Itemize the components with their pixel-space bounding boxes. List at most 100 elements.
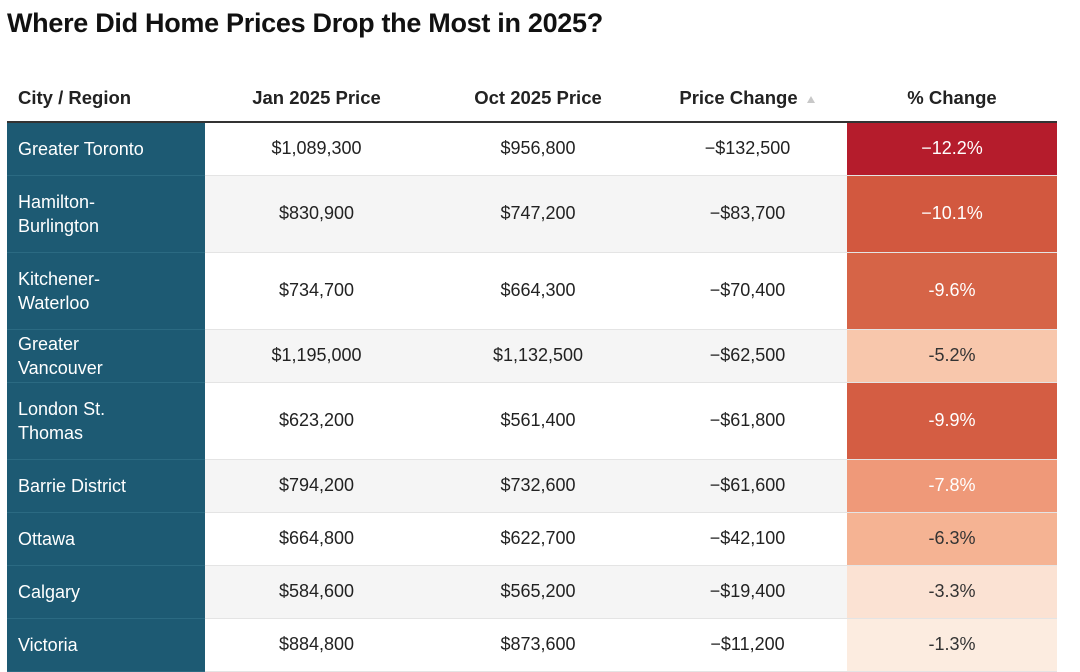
- city-cell: Victoria: [7, 618, 205, 672]
- table-row: Greater Vancouver $1,195,000 $1,132,500 −$6…: [7, 329, 1057, 383]
- cell-text: −$132,500: [704, 138, 791, 159]
- title: Where Did Home Prices Drop the Most in 2…: [7, 8, 603, 38]
- cell-text: London St. Thomas: [18, 398, 106, 443]
- table-row: Kitchener-Waterloo $734,700 $664,300 −$70,4…: [7, 252, 1057, 330]
- cell-text: Ottawa: [18, 528, 76, 549]
- cell-text: −$11,200: [710, 634, 785, 654]
- column-header[interactable]: % Change: [847, 75, 1057, 123]
- cell-text: $956,800: [500, 138, 576, 159]
- table-body: Greater Toronto $1,089,300 $956,800 −$132,5…: [7, 122, 1057, 672]
- cell: $873,600: [428, 618, 648, 672]
- cell: $1,089,300: [205, 122, 428, 176]
- cell-text: -9.9%: [928, 410, 976, 430]
- cell: $584,600: [205, 565, 428, 619]
- cell: −$19,400: [648, 565, 847, 619]
- cell-text: $584,600: [278, 581, 355, 601]
- column-header-text: Price Change: [679, 87, 798, 108]
- cell-text: Kitchener-Waterloo: [18, 268, 101, 313]
- cell-text: Greater Vancouver: [18, 333, 103, 378]
- cell-text: -1.3%: [928, 634, 976, 654]
- city-cell: Kitchener-Waterloo: [7, 252, 205, 330]
- cell: $664,800: [205, 512, 428, 566]
- cell: $622,700: [428, 512, 648, 566]
- cell: −10.1%: [847, 175, 1057, 253]
- table-row: Hamilton-Burlington $830,900 $747,200 −$83,…: [7, 175, 1057, 253]
- column-header-text: % Change: [907, 87, 997, 108]
- cell: −$11,200: [648, 618, 847, 672]
- cell: −$83,700: [648, 175, 847, 253]
- sort-icon: [806, 96, 815, 104]
- cell-text: Hamilton-Burlington: [18, 191, 100, 236]
- cell-text: $664,800: [278, 528, 355, 548]
- cell-text: −$61,800: [709, 410, 786, 430]
- cell: −$70,400: [648, 252, 847, 330]
- city-cell: Hamilton-Burlington: [7, 175, 205, 253]
- cell: −12.2%: [847, 122, 1057, 176]
- table-row: Greater Toronto $1,089,300 $956,800 −$132,5…: [7, 122, 1057, 176]
- cell-text: -5.2%: [928, 345, 976, 365]
- cell: $623,200: [205, 382, 428, 460]
- cell-text: $622,700: [500, 528, 576, 548]
- city-cell: Greater Vancouver: [7, 329, 205, 383]
- column-header[interactable]: City / Region: [7, 75, 205, 123]
- cell-text: $884,800: [278, 634, 355, 654]
- cell-text: $830,900: [278, 203, 355, 223]
- cell: −$61,800: [648, 382, 847, 460]
- table-row: Calgary $584,600 $565,200 −$19,400 -3.3%: [7, 565, 1057, 619]
- cell-text: -6.3%: [928, 528, 976, 548]
- column-header[interactable]: Oct 2025 Price: [428, 75, 648, 123]
- cell-text: $734,700: [278, 280, 355, 300]
- city-cell: Calgary: [7, 565, 205, 619]
- cell: -9.9%: [847, 382, 1057, 460]
- cell: $830,900: [205, 175, 428, 253]
- cell: -6.3%: [847, 512, 1057, 566]
- column-header[interactable]: Jan 2025 Price: [205, 75, 428, 123]
- cell: -5.2%: [847, 329, 1057, 383]
- cell-text: -9.6%: [928, 280, 976, 300]
- cell-text: −$70,400: [709, 280, 786, 300]
- cell-text: $732,600: [500, 475, 576, 495]
- header-row: City / Region Jan 2025 Price Oct 2025 Pric…: [7, 75, 1057, 123]
- cell-text: $664,300: [500, 280, 576, 300]
- cell: -7.8%: [847, 459, 1057, 513]
- cell-text: Barrie District: [18, 475, 127, 496]
- cell: −$61,600: [648, 459, 847, 513]
- cell: −$62,500: [648, 329, 847, 383]
- cell: $794,200: [205, 459, 428, 513]
- cell-text: $1,089,300: [271, 138, 362, 159]
- cell: −$132,500: [648, 122, 847, 176]
- cell-text: Victoria: [18, 634, 78, 655]
- column-header-text: Oct 2025 Price: [474, 87, 602, 108]
- cell: $747,200: [428, 175, 648, 253]
- column-header-text: Jan 2025 Price: [252, 87, 381, 108]
- table-row: Victoria $884,800 $873,600 −$11,200 -1.3%: [7, 618, 1057, 672]
- cell: -3.3%: [847, 565, 1057, 619]
- cell: -1.3%: [847, 618, 1057, 672]
- cell-text: −12.2%: [921, 138, 983, 159]
- cell-text: $561,400: [500, 410, 576, 430]
- city-cell: Ottawa: [7, 512, 205, 566]
- price-table: City / Region Jan 2025 Price Oct 2025 Pric…: [7, 75, 1057, 672]
- cell-text: −$62,500: [709, 345, 786, 365]
- cell: $565,200: [428, 565, 648, 619]
- cell-text: $873,600: [500, 634, 576, 654]
- cell-text: −$19,400: [709, 581, 786, 601]
- cell-text: −$42,100: [709, 528, 786, 548]
- city-cell: Barrie District: [7, 459, 205, 513]
- table-row: Ottawa $664,800 $622,700 −$42,100 -6.3%: [7, 512, 1057, 566]
- cell-text: -3.3%: [928, 581, 976, 601]
- cell: $734,700: [205, 252, 428, 330]
- cell-text: -7.8%: [928, 475, 976, 495]
- cell-text: $747,200: [500, 203, 576, 223]
- column-header[interactable]: Price Change: [648, 75, 847, 123]
- cell: $732,600: [428, 459, 648, 513]
- cell-text: $623,200: [278, 410, 355, 430]
- cell-text: −$83,700: [709, 203, 786, 223]
- city-cell: London St. Thomas: [7, 382, 205, 460]
- cell: $884,800: [205, 618, 428, 672]
- cell-text: $1,132,500: [492, 345, 584, 365]
- cell: $956,800: [428, 122, 648, 176]
- cell-text: $794,200: [278, 475, 355, 495]
- cell: -9.6%: [847, 252, 1057, 330]
